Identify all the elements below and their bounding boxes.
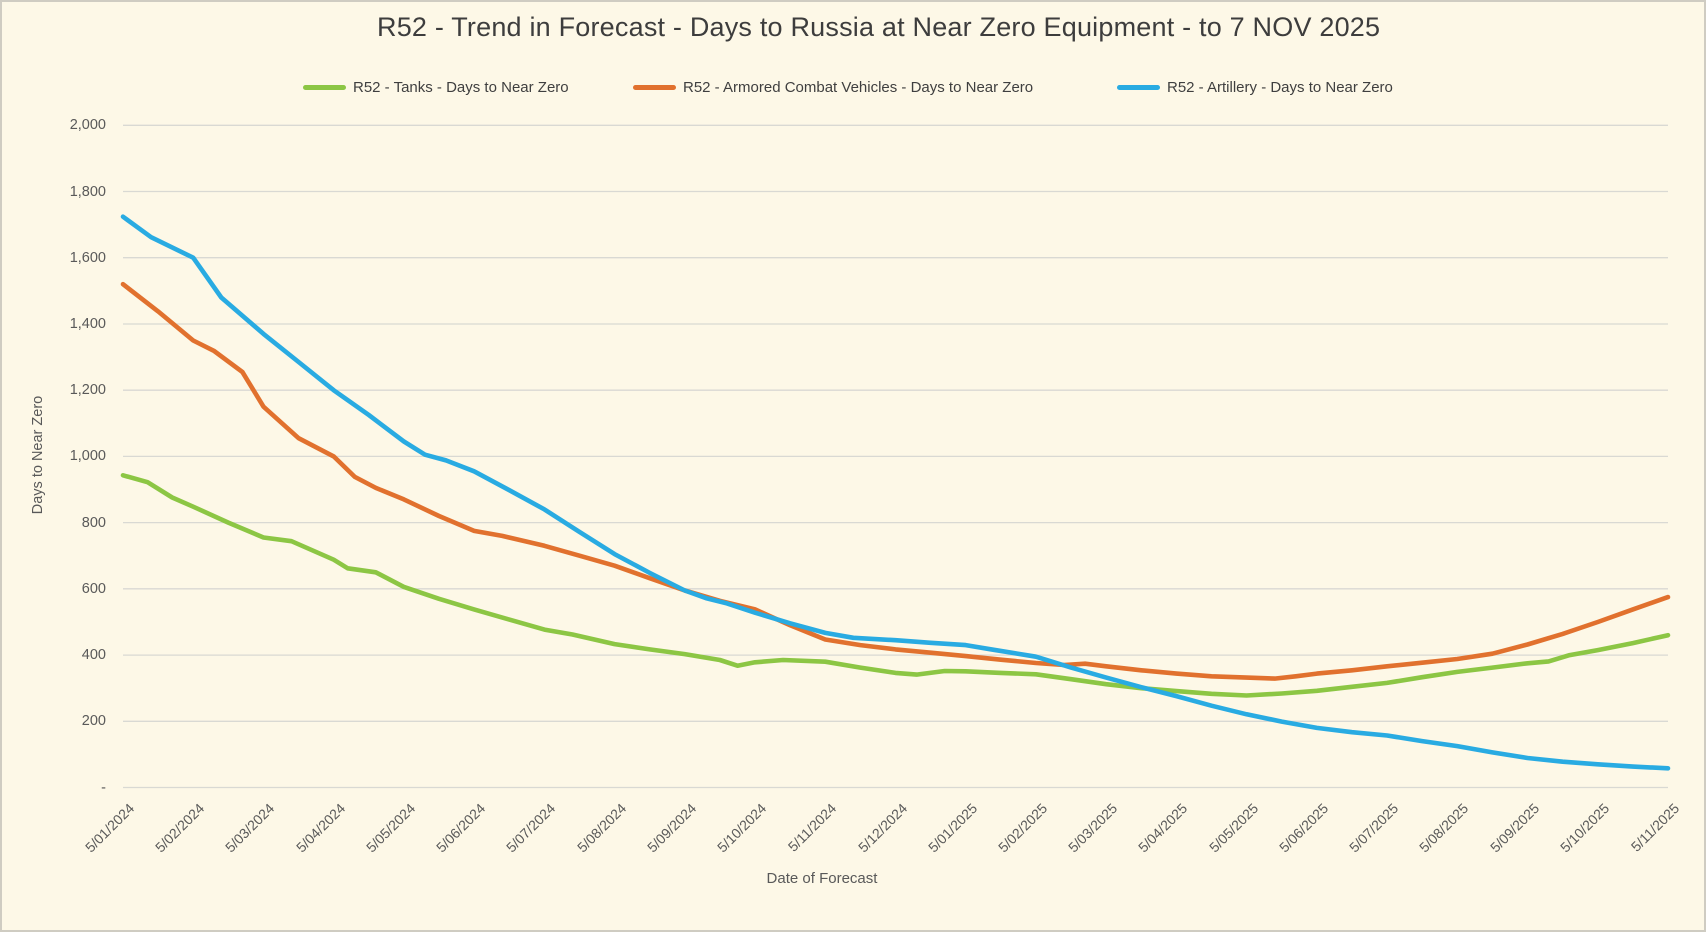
- y-tick-label: -: [101, 780, 106, 796]
- y-tick-label: 1,400: [69, 316, 106, 332]
- y-tick-label: 200: [81, 713, 106, 729]
- legend-item-artillery: R52 - Artillery - Days to Near Zero: [1117, 78, 1393, 97]
- y-tick-label: 600: [81, 581, 106, 597]
- legend-swatch-acv-icon: [633, 84, 676, 91]
- y-tick-label: 1,600: [69, 250, 106, 266]
- legend-label-tanks: R52 - Tanks - Days to Near Zero: [353, 79, 569, 96]
- y-tick-label: 400: [81, 647, 106, 663]
- y-tick-label: 800: [81, 515, 106, 531]
- y-tick-label: 1,800: [69, 184, 106, 200]
- x-axis-title: Date of Forecast: [766, 870, 878, 887]
- legend-item-tanks: R52 - Tanks - Days to Near Zero: [303, 78, 569, 97]
- series-line-acv: [120, 281, 1671, 681]
- legend-swatch-tanks-icon: [303, 84, 346, 91]
- legend-swatch-artillery-icon: [1117, 84, 1160, 91]
- y-tick-label: 1,000: [69, 448, 106, 464]
- y-tick-label: 2,000: [69, 117, 106, 133]
- chart-title: R52 - Trend in Forecast - Days to Russia…: [377, 12, 1381, 42]
- legend-label-acv: R52 - Armored Combat Vehicles - Days to …: [683, 79, 1034, 96]
- y-tick-label: 1,200: [69, 382, 106, 398]
- series-line-tanks: [120, 472, 1671, 698]
- series-line-artillery: [120, 214, 1671, 771]
- legend-item-acv: R52 - Armored Combat Vehicles - Days to …: [633, 78, 1033, 97]
- legend-label-artillery: R52 - Artillery - Days to Near Zero: [1167, 79, 1393, 96]
